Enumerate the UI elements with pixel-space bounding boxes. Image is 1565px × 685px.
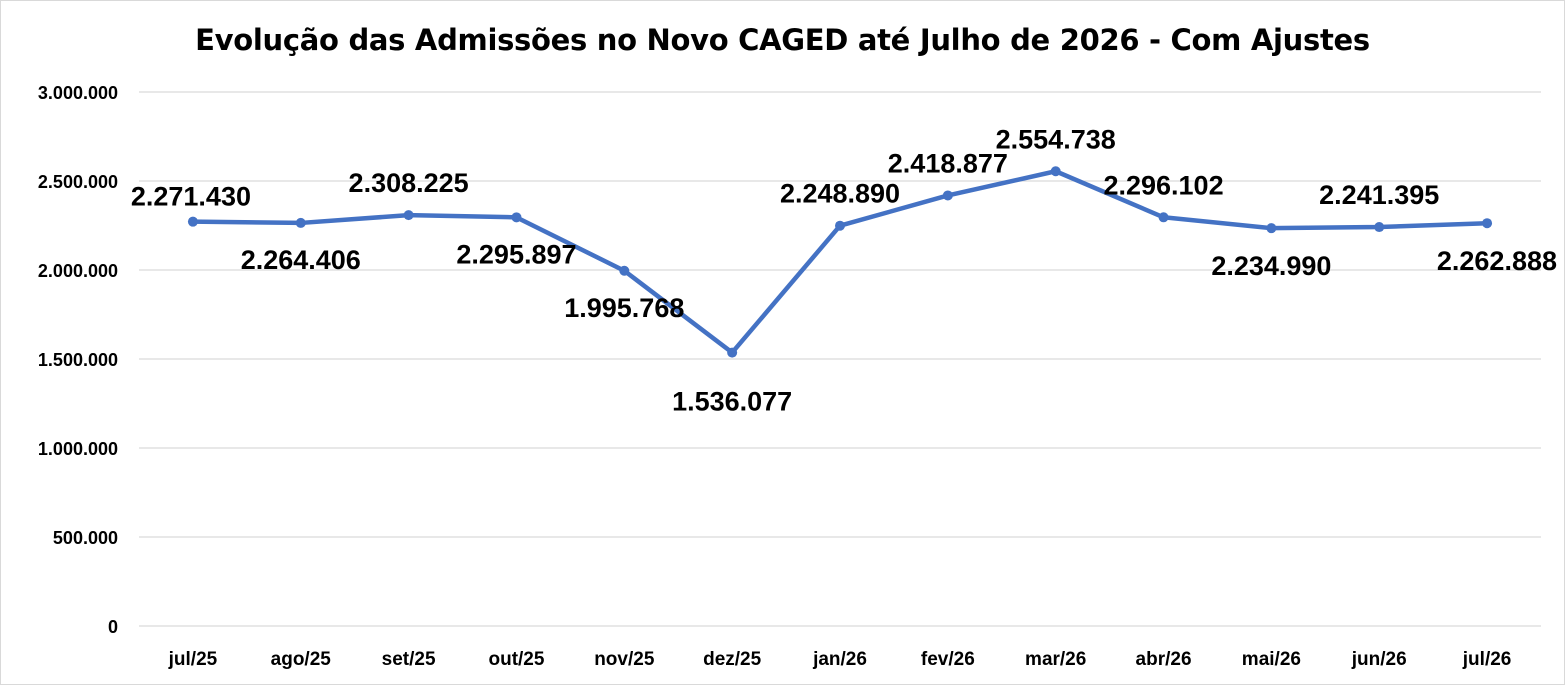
x-tick-label: fev/26 (921, 649, 975, 670)
x-tick-label: jul/25 (168, 649, 218, 670)
data-point (1374, 222, 1385, 233)
x-tick-label: out/25 (488, 649, 544, 670)
data-point (1158, 212, 1169, 223)
y-tick-label: 1.000.000 (38, 439, 118, 459)
data-label: 2.418.877 (888, 148, 1008, 178)
data-point (295, 217, 306, 228)
y-axis-ticks: 0 500.000 1.000.000 1.500.000 2.000.000 2.500… (38, 83, 118, 637)
chart-title: Evolução das Admissões no Novo CAGED até… (195, 23, 1370, 57)
data-label: 2.248.890 (780, 179, 900, 209)
x-tick-label: jul/26 (1462, 649, 1512, 670)
data-label: 2.554.738 (996, 124, 1116, 154)
y-tick-label: 2.500.000 (38, 172, 118, 192)
x-tick-label: mai/26 (1242, 649, 1301, 670)
data-label: 2.262.888 (1437, 246, 1557, 276)
x-tick-label: jun/26 (1351, 649, 1407, 670)
data-label: 2.308.225 (349, 168, 469, 198)
data-label: 2.241.395 (1319, 180, 1439, 210)
y-tick-label: 3.000.000 (38, 83, 118, 103)
data-label: 2.264.406 (241, 245, 361, 275)
x-tick-label: abr/26 (1136, 649, 1192, 670)
gridlines (139, 91, 1541, 627)
data-label: 2.234.990 (1211, 251, 1331, 281)
x-tick-label: mar/26 (1025, 649, 1086, 670)
x-tick-label: jan/26 (812, 649, 867, 670)
x-tick-label: set/25 (382, 649, 436, 670)
data-point (727, 347, 738, 358)
data-point (187, 216, 198, 227)
data-label: 2.295.897 (456, 239, 576, 269)
y-tick-label: 2.000.000 (38, 261, 118, 281)
data-point (1482, 218, 1493, 229)
y-tick-label: 1.500.000 (38, 350, 118, 370)
x-tick-label: ago/25 (271, 649, 332, 670)
data-point (835, 220, 845, 231)
data-point (619, 265, 630, 276)
y-tick-label: 0 (108, 617, 118, 637)
x-tick-label: dez/25 (703, 649, 762, 670)
data-point (1050, 166, 1061, 177)
series-points (187, 166, 1493, 358)
data-label: 2.271.430 (131, 182, 251, 212)
y-tick-label: 500.000 (53, 528, 118, 548)
data-label: 2.296.102 (1103, 170, 1223, 200)
data-label: 1.536.077 (672, 387, 792, 417)
data-labels: 2.271.430 2.264.406 2.308.225 2.295.897 1.99… (131, 124, 1557, 416)
x-axis-ticks: jul/25 ago/25 set/25 out/25 nov/25 dez/25 jan/… (168, 649, 1512, 670)
x-tick-label: nov/25 (594, 649, 655, 670)
data-point (942, 190, 953, 201)
data-label: 1.995.768 (564, 293, 684, 323)
data-point (511, 212, 522, 223)
data-point (1266, 223, 1277, 234)
data-point (403, 210, 414, 221)
